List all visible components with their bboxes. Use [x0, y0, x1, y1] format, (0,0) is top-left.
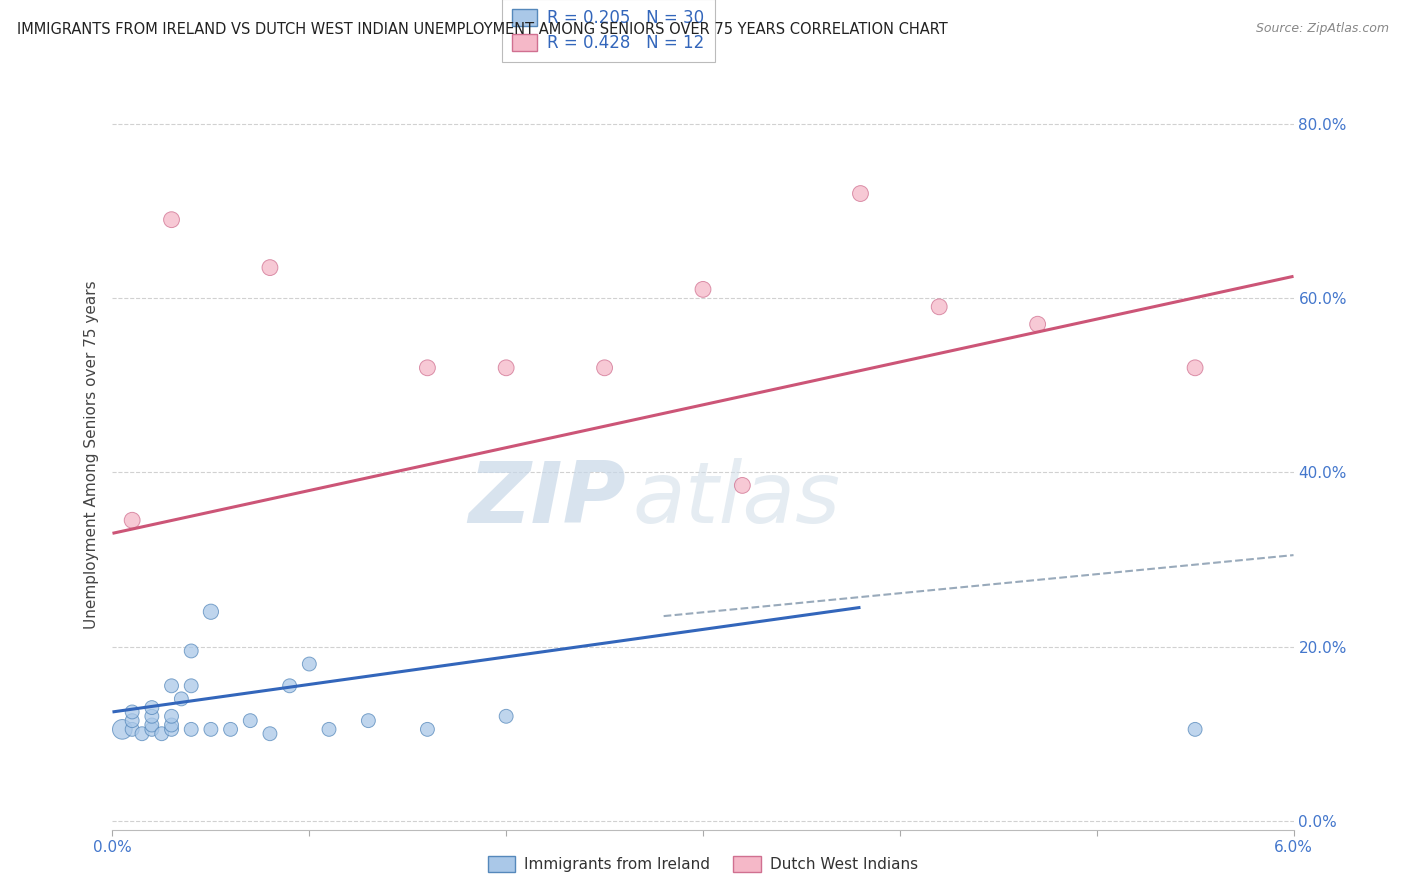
Point	[111, 723, 134, 737]
Point	[180, 679, 202, 693]
Legend: Immigrants from Ireland, Dutch West Indians: Immigrants from Ireland, Dutch West Indi…	[481, 848, 925, 880]
Y-axis label: Unemployment Among Seniors over 75 years: Unemployment Among Seniors over 75 years	[83, 281, 98, 629]
Text: Source: ZipAtlas.com: Source: ZipAtlas.com	[1256, 22, 1389, 36]
Point	[170, 691, 193, 706]
Point	[160, 679, 183, 693]
Point	[200, 723, 222, 737]
Point	[160, 212, 183, 227]
Point	[200, 605, 222, 619]
Point	[416, 723, 439, 737]
Point	[298, 657, 321, 671]
Point	[141, 709, 163, 723]
Point	[928, 300, 950, 314]
Point	[1026, 317, 1049, 331]
Point	[131, 727, 153, 741]
Point	[495, 360, 517, 375]
Point	[141, 718, 163, 732]
Point	[219, 723, 242, 737]
Point	[121, 513, 143, 527]
Point	[160, 709, 183, 723]
Point	[1184, 723, 1206, 737]
Point	[318, 723, 340, 737]
Point	[121, 723, 143, 737]
Text: atlas: atlas	[633, 458, 841, 541]
Point	[849, 186, 872, 201]
Point	[495, 709, 517, 723]
Point	[259, 260, 281, 275]
Legend: R = 0.205   N = 30, R = 0.428   N = 12: R = 0.205 N = 30, R = 0.428 N = 12	[502, 0, 714, 62]
Point	[1184, 360, 1206, 375]
Point	[180, 723, 202, 737]
Point	[141, 723, 163, 737]
Point	[141, 700, 163, 714]
Point	[259, 727, 281, 741]
Point	[121, 705, 143, 719]
Point	[121, 714, 143, 728]
Point	[239, 714, 262, 728]
Point	[593, 360, 616, 375]
Point	[180, 644, 202, 658]
Point	[416, 360, 439, 375]
Text: ZIP: ZIP	[468, 458, 626, 541]
Point	[357, 714, 380, 728]
Point	[692, 282, 714, 296]
Point	[160, 718, 183, 732]
Text: IMMIGRANTS FROM IRELAND VS DUTCH WEST INDIAN UNEMPLOYMENT AMONG SENIORS OVER 75 : IMMIGRANTS FROM IRELAND VS DUTCH WEST IN…	[17, 22, 948, 37]
Point	[150, 727, 173, 741]
Point	[731, 478, 754, 492]
Point	[160, 723, 183, 737]
Point	[278, 679, 301, 693]
